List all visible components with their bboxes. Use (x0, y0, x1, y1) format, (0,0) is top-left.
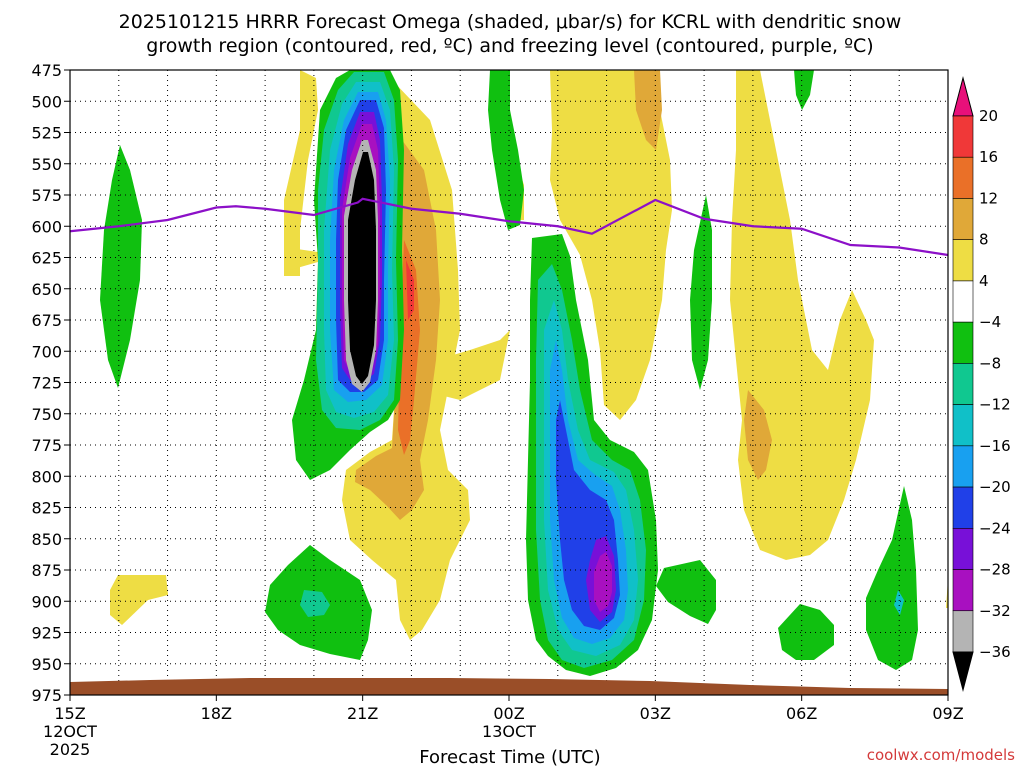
y-tick-label: 500 (31, 92, 62, 111)
colorbar: 20 16 12 8 4 −4 −8 −12 −16 −20 −24 −28 −32 −36 (952, 76, 1011, 692)
colorbar-label: 20 (979, 107, 998, 125)
colorbar-swatch (952, 321, 974, 364)
y-tick-label: 550 (31, 155, 62, 174)
x-tick-date: 12OCT (43, 722, 97, 741)
y-tick-label: 925 (31, 624, 62, 643)
omega-region-teal-c (300, 590, 330, 617)
omega-region-neg-d (690, 195, 712, 390)
x-tick-label: 06Z (786, 704, 817, 723)
omega-region-neg-b (488, 70, 524, 230)
x-axis-label: Forecast Time (UTC) (419, 747, 600, 768)
x-tick-label: 03Z (640, 704, 671, 723)
y-tick-label: 600 (31, 217, 62, 236)
y-tick-label: 625 (31, 249, 62, 268)
chart-title-line2: growth region (contoured, red, ºC) and f… (146, 35, 873, 57)
y-axis: 475 500 525 550 575 600 625 650 675 700 725 750 775 8… (31, 61, 70, 705)
colorbar-label: −24 (979, 519, 1011, 537)
omega-region-tan-c (744, 390, 772, 480)
y-tick-label: 650 (31, 280, 62, 299)
colorbar-swatch (952, 363, 974, 405)
colorbar-swatch (952, 445, 974, 488)
y-tick-label: 900 (31, 592, 62, 611)
y-tick-label: 850 (31, 530, 62, 549)
omega-shading (100, 70, 948, 676)
omega-region-pos-a (284, 70, 318, 276)
x-tick-label: 09Z (932, 704, 963, 723)
y-tick-label: 725 (31, 374, 62, 393)
omega-region-neg-h (656, 560, 716, 624)
y-tick-label: 750 (31, 405, 62, 424)
omega-region-pos-e (290, 248, 318, 270)
colorbar-label: −32 (979, 602, 1011, 620)
x-tick-label: 00Z (493, 704, 524, 723)
colorbar-swatch (952, 610, 974, 653)
freezing-level-line (69, 197, 949, 257)
colorbar-swatch (952, 239, 974, 282)
omega-region-neg-j (866, 486, 918, 670)
omega-region-red-a (406, 260, 414, 320)
omega-region-neg-c (794, 70, 814, 110)
y-tick-label: 775 (31, 436, 62, 455)
colorbar-swatch (952, 528, 974, 570)
omega-region-orange-a (398, 240, 420, 455)
omega-region-pos-g (110, 575, 168, 625)
omega-region-pos-d (550, 70, 672, 420)
colorbar-label: 4 (979, 272, 989, 290)
grid (70, 70, 948, 695)
y-tick-label: 975 (31, 686, 62, 705)
colorbar-label: −16 (979, 437, 1011, 455)
y-tick-label: 800 (31, 467, 62, 486)
y-tick-label: 700 (31, 342, 62, 361)
y-tick-label: 675 (31, 311, 62, 330)
credit-text[interactable]: coolwx.com/models (867, 746, 1015, 764)
y-tick-label: 950 (31, 655, 62, 674)
y-tick-label: 525 (31, 124, 62, 143)
colorbar-swatch (952, 404, 974, 447)
omega-region-magenta-b (594, 552, 612, 612)
y-tick-label: 575 (31, 186, 62, 205)
colorbar-swatch (952, 156, 974, 199)
colorbar-label: −36 (979, 643, 1011, 661)
colorbar-label: −12 (979, 396, 1011, 414)
x-tick-label: 15Z (54, 704, 85, 723)
x-tick-label: 18Z (201, 704, 232, 723)
x-tick-label: 21Z (347, 704, 378, 723)
y-tick-label: 475 (31, 61, 62, 80)
y-tick-label: 825 (31, 499, 62, 518)
omega-region-black-a (348, 152, 376, 384)
colorbar-swatch (952, 115, 974, 158)
y-tick-label: 875 (31, 561, 62, 580)
colorbar-label: −20 (979, 478, 1011, 496)
colorbar-label: −8 (979, 354, 1001, 372)
omega-region-pos-c (436, 330, 510, 400)
colorbar-swatch (952, 486, 974, 529)
colorbar-swatch (952, 198, 974, 240)
colorbar-label: 16 (979, 148, 998, 166)
omega-region-neg-a (100, 145, 142, 388)
colorbar-top-arrow (952, 76, 974, 117)
terrain (70, 678, 948, 695)
omega-region-teal-d (894, 590, 904, 615)
colorbar-label: 12 (979, 189, 998, 207)
chart-title-line1: 2025101215 HRRR Forecast Omega (shaded, … (119, 11, 902, 33)
colorbar-label: 8 (979, 231, 989, 249)
x-tick-year: 2025 (50, 740, 91, 759)
colorbar-swatch (952, 569, 974, 612)
x-tick-date: 13OCT (482, 722, 536, 741)
colorbar-bottom-arrow (952, 651, 974, 692)
colorbar-swatch (952, 280, 974, 323)
colorbar-label: −4 (979, 313, 1001, 331)
colorbar-label: −28 (979, 561, 1011, 579)
